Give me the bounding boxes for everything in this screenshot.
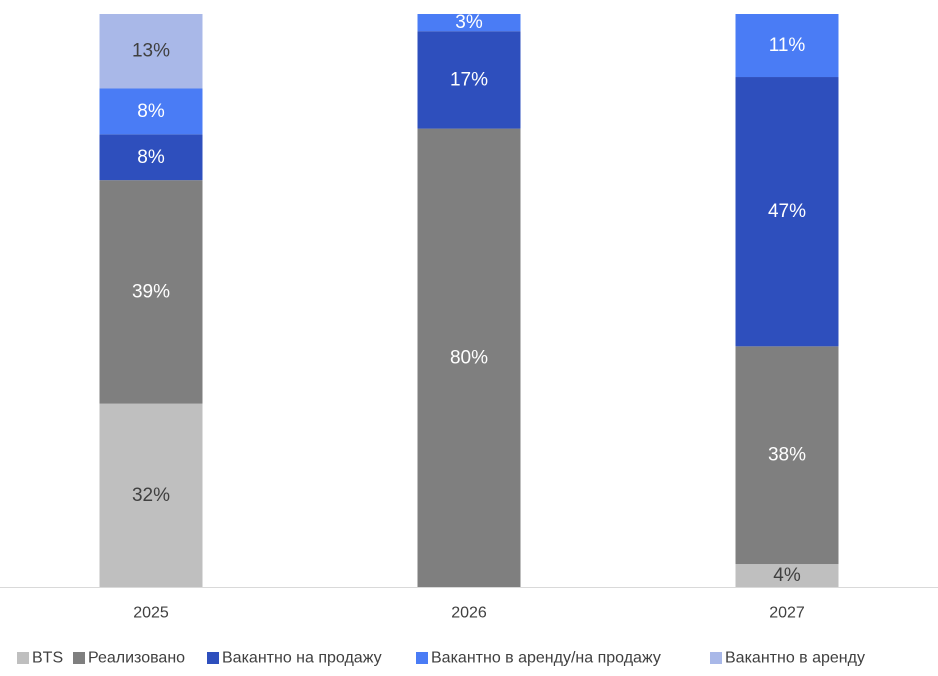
- bar-segment-2025-series-0: [99, 403, 203, 587]
- bar-segment-2026-series-3: [417, 14, 521, 32]
- data-label-2025-series-1: 39%: [132, 281, 170, 302]
- legend-item-series-1: Реализовано: [73, 650, 185, 667]
- bar-segment-2025-series-4: [99, 14, 203, 89]
- bar-group-2026: 80% 17% 3%: [417, 12, 521, 587]
- legend-swatch-series-0: [17, 652, 29, 664]
- legend-swatch-series-4: [710, 652, 722, 664]
- data-label-2027-series-3: 11%: [769, 35, 806, 56]
- bar-segment-2027-series-3: [735, 14, 839, 78]
- data-label-2025-series-0: 32%: [132, 485, 170, 506]
- legend-swatch-series-3: [416, 652, 428, 664]
- x-axis-ticks: 2025 2026 2027: [133, 605, 805, 622]
- data-label-2025-series-3: 8%: [137, 101, 165, 122]
- bars-layer: 32% 39% 8% 8% 13% 80% 17% 3% 4% 38% 47% 11%: [99, 12, 839, 587]
- data-label-2025-series-4: 13%: [132, 41, 170, 62]
- legend-label-series-0: BTS: [32, 650, 63, 667]
- bar-segment-2026-series-1: [417, 128, 521, 587]
- bar-segment-2027-series-0: [735, 564, 839, 587]
- bar-segment-2025-series-1: [99, 180, 203, 404]
- legend-item-series-3: Вакантно в аренду/на продажу: [416, 650, 661, 667]
- legend-swatch-series-1: [73, 652, 85, 664]
- legend-swatch-series-2: [207, 652, 219, 664]
- bar-group-2027: 4% 38% 47% 11%: [735, 14, 839, 587]
- legend-item-series-2: Вакантно на продажу: [207, 650, 382, 667]
- bar-group-2025: 32% 39% 8% 8% 13%: [99, 14, 203, 587]
- bar-segment-2027-series-2: [735, 77, 839, 347]
- data-label-2027-series-2: 47%: [768, 201, 806, 222]
- bar-segment-2025-series-3: [99, 88, 203, 135]
- bar-segment-2027-series-1: [735, 346, 839, 565]
- x-tick-label-2025: 2025: [133, 605, 169, 622]
- bar-segment-2026-series-2: [417, 31, 521, 129]
- legend-label-series-3: Вакантно в аренду/на продажу: [431, 650, 661, 667]
- data-label-2026-series-3: 3%: [455, 12, 483, 33]
- legend-item-series-4: Вакантно в аренду: [710, 650, 865, 667]
- x-tick-label-2027: 2027: [769, 605, 805, 622]
- data-label-2027-series-1: 38%: [768, 445, 806, 466]
- data-label-2025-series-2: 8%: [137, 147, 165, 168]
- data-label-2026-series-2: 17%: [450, 69, 488, 90]
- legend-item-series-0: BTS: [17, 650, 63, 667]
- data-label-2026-series-1: 80%: [450, 347, 488, 368]
- legend-label-series-4: Вакантно в аренду: [725, 650, 865, 667]
- bar-segment-2025-series-2: [99, 134, 203, 181]
- x-tick-label-2026: 2026: [451, 605, 487, 622]
- legend-label-series-2: Вакантно на продажу: [222, 650, 382, 667]
- legend: BTS Реализовано Вакантно на продажу Вакантн…: [17, 650, 865, 667]
- data-label-2027-series-0: 4%: [773, 565, 801, 586]
- legend-label-series-1: Реализовано: [88, 650, 185, 667]
